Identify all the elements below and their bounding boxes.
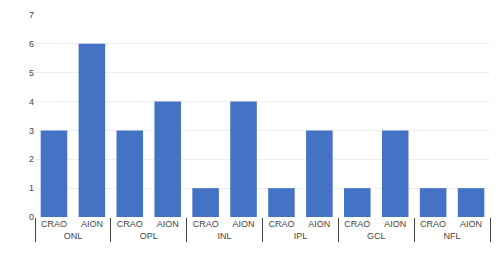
svg-text:CRAO: CRAO bbox=[117, 219, 143, 229]
svg-text:3: 3 bbox=[29, 126, 34, 136]
svg-text:CRAO: CRAO bbox=[193, 219, 219, 229]
svg-text:IPL: IPL bbox=[294, 231, 308, 241]
svg-text:AION: AION bbox=[157, 219, 179, 229]
svg-text:0: 0 bbox=[29, 212, 34, 222]
svg-text:AION: AION bbox=[308, 219, 330, 229]
svg-text:NFL: NFL bbox=[444, 231, 461, 241]
svg-text:AION: AION bbox=[384, 219, 406, 229]
svg-text:1: 1 bbox=[29, 183, 34, 193]
svg-text:CRAO: CRAO bbox=[344, 219, 370, 229]
svg-text:AION: AION bbox=[81, 219, 103, 229]
svg-text:6: 6 bbox=[29, 39, 34, 49]
svg-text:GCL: GCL bbox=[367, 231, 386, 241]
svg-text:CRAO: CRAO bbox=[420, 219, 446, 229]
svg-text:5: 5 bbox=[29, 68, 34, 78]
svg-text:2: 2 bbox=[29, 154, 34, 164]
svg-text:ONL: ONL bbox=[64, 231, 83, 241]
svg-text:7: 7 bbox=[29, 10, 34, 20]
svg-text:4: 4 bbox=[29, 97, 34, 107]
svg-text:CRAO: CRAO bbox=[41, 219, 67, 229]
svg-text:OPL: OPL bbox=[140, 231, 158, 241]
svg-text:CRAO: CRAO bbox=[268, 219, 294, 229]
svg-text:AION: AION bbox=[460, 219, 482, 229]
svg-text:AION: AION bbox=[233, 219, 255, 229]
svg-text:INL: INL bbox=[218, 231, 232, 241]
